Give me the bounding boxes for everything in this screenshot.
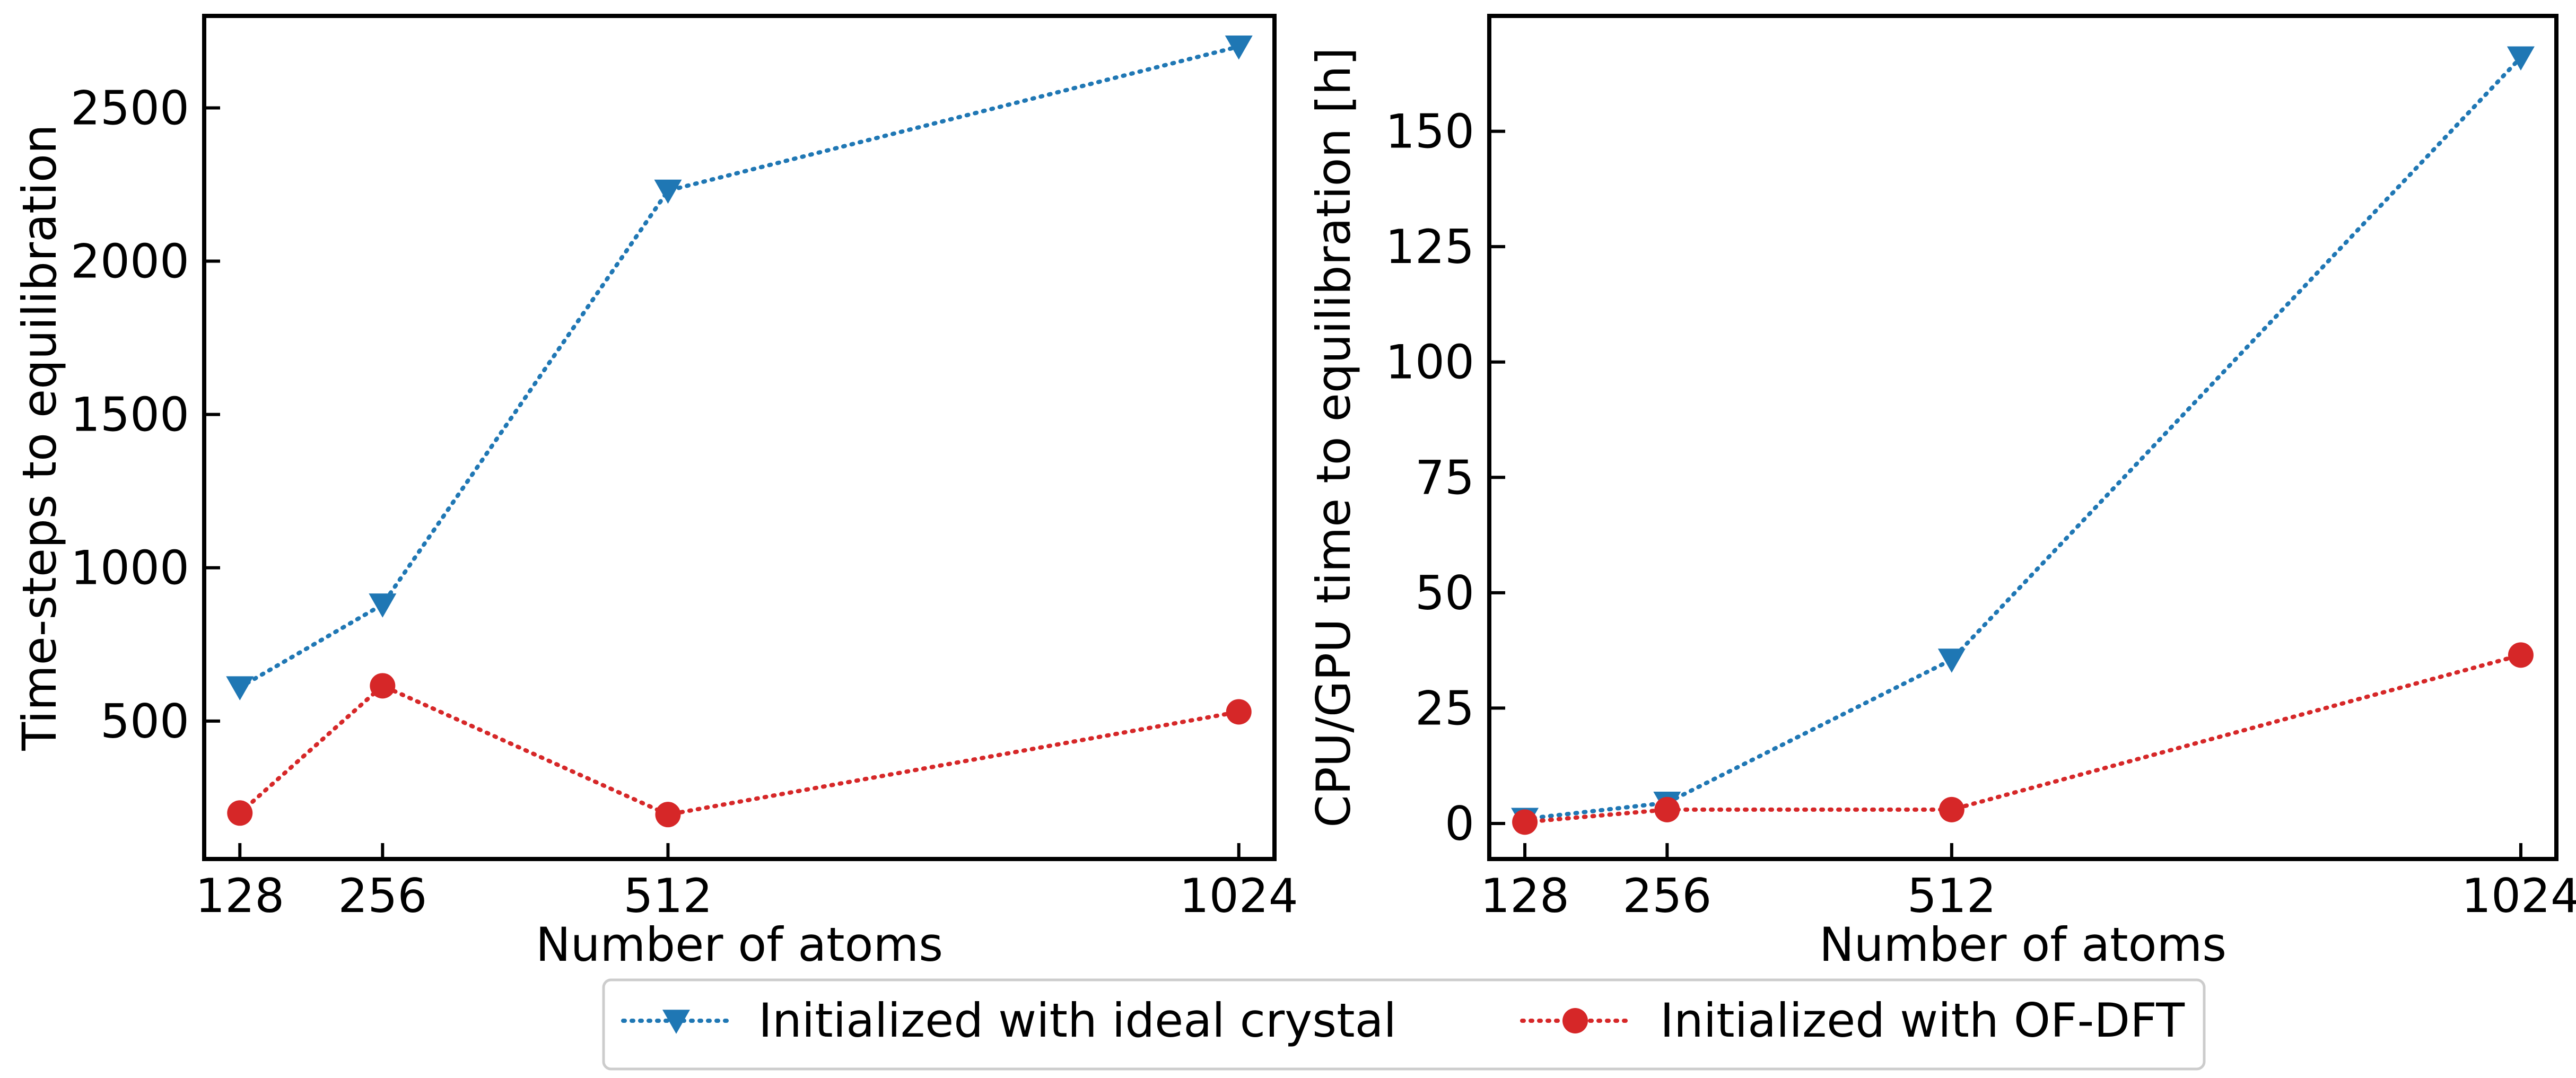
data-point-0 [2507, 46, 2535, 71]
y-tick-label: 50 [1415, 566, 1474, 620]
plot-frame [202, 14, 1277, 861]
y-tick-label: 0 [1445, 796, 1474, 851]
y-tick-label: 1500 [71, 388, 189, 442]
y-tick-label: 25 [1415, 681, 1474, 735]
data-point-1 [227, 800, 253, 826]
x-tick-label: 512 [623, 869, 712, 923]
y-tick-label: 125 [1385, 220, 1474, 274]
series-line-1 [1523, 653, 2523, 825]
x-axis-label: Number of atoms [1819, 917, 2226, 972]
x-tick-label: 128 [195, 869, 284, 923]
series-line-0 [238, 44, 1241, 690]
legend-marker-1 [1562, 1008, 1588, 1033]
series-line-0 [1523, 55, 2523, 821]
right-chart: 128 256 512 1024 0 25 50 75 100 125 150 Number of a… [1306, 14, 2576, 972]
legend-marker-0 [662, 1010, 690, 1034]
x-tick-label: 256 [1622, 869, 1711, 923]
y-tick-label: 2500 [71, 81, 189, 135]
plot-frame [1487, 14, 2558, 861]
y-tick-label: 75 [1415, 450, 1474, 505]
left-chart: 128 256 512 1024 500 1000 1500 2000 2500 Number o… [12, 14, 1298, 972]
y-tick-label: 500 [100, 694, 189, 749]
data-point-1 [1512, 809, 1538, 835]
data-point-0 [1225, 36, 1253, 60]
data-point-1 [1226, 699, 1252, 725]
legend-label-1: Initialized with OF-DFT [1660, 993, 2185, 1048]
x-axis-label: Number of atoms [536, 917, 943, 972]
data-point-0 [1937, 648, 1966, 673]
x-tick-label: 512 [1907, 869, 1996, 923]
x-tick-label: 1024 [2461, 869, 2576, 923]
y-axis-label: CPU/GPU time to equilibration [h] [1306, 47, 1361, 827]
data-point-1 [655, 802, 681, 828]
data-point-0 [226, 676, 254, 700]
data-point-0 [369, 593, 397, 618]
series-line-1 [238, 683, 1241, 817]
x-tick-label: 256 [338, 869, 427, 923]
y-tick-label: 1000 [71, 541, 189, 595]
y-tick-label: 2000 [71, 234, 189, 289]
data-point-0 [654, 179, 682, 204]
data-point-1 [1654, 796, 1680, 822]
y-tick-label: 100 [1385, 335, 1474, 390]
legend-frame [602, 978, 2206, 1071]
x-tick-label: 1024 [1180, 869, 1298, 923]
x-tick-label: 128 [1480, 869, 1569, 923]
data-point-1 [1938, 796, 1964, 822]
data-point-1 [370, 673, 396, 699]
y-tick-label: 150 [1385, 104, 1474, 159]
legend: Initialized with ideal crystal Initialize… [602, 978, 2206, 1071]
data-point-1 [2508, 642, 2534, 668]
legend-label-0: Initialized with ideal crystal [758, 993, 1396, 1048]
y-axis-label: Time-steps to equilibration [12, 124, 67, 751]
